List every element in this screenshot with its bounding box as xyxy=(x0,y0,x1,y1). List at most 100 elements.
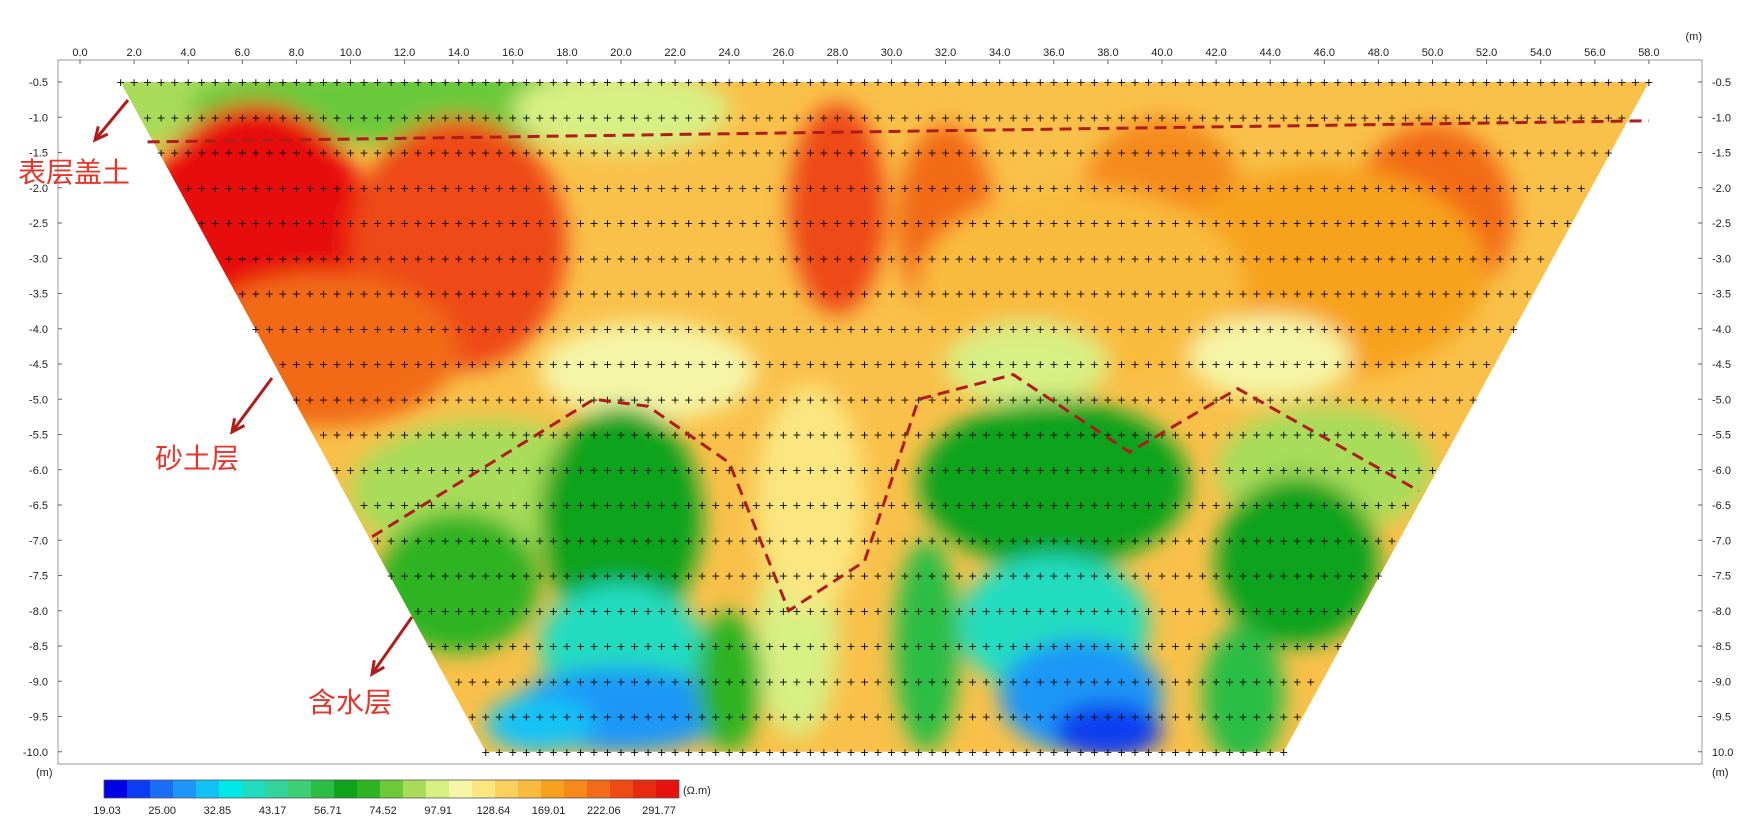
electrode-marker: + xyxy=(1387,323,1396,336)
electrode-marker: + xyxy=(725,499,734,512)
electrode-marker: + xyxy=(170,111,179,124)
electrode-marker: + xyxy=(549,429,558,442)
electrode-marker: + xyxy=(779,217,788,230)
electrode-marker: + xyxy=(1022,711,1031,724)
electrode-marker: + xyxy=(414,323,423,336)
electrode-marker: + xyxy=(941,499,950,512)
electrode-marker: + xyxy=(616,605,625,618)
electrode-marker: + xyxy=(711,711,720,724)
electrode-marker: + xyxy=(779,499,788,512)
electrode-marker: + xyxy=(914,76,923,89)
label-sandy-soil: 砂土层 xyxy=(155,442,239,475)
x-tick-label: 26.0 xyxy=(773,47,794,59)
electrode-marker: + xyxy=(1076,76,1085,89)
electrode-marker: + xyxy=(562,640,571,653)
electrode-marker: + xyxy=(670,111,679,124)
electrode-marker: + xyxy=(224,252,233,265)
electrode-marker: + xyxy=(522,675,531,688)
electrode-marker: + xyxy=(197,76,206,89)
electrode-marker: + xyxy=(251,217,260,230)
electrode-marker: + xyxy=(603,605,612,618)
electrode-marker: + xyxy=(576,252,585,265)
electrode-marker: + xyxy=(1266,605,1275,618)
electrode-marker: + xyxy=(1022,182,1031,195)
electrode-marker: + xyxy=(1117,675,1126,688)
electrode-marker: + xyxy=(725,323,734,336)
electrode-marker: + xyxy=(1374,570,1383,583)
electrode-marker: + xyxy=(725,605,734,618)
electrode-marker: + xyxy=(914,711,923,724)
electrode-marker: + xyxy=(522,252,531,265)
electrode-marker: + xyxy=(1103,464,1112,477)
electrode-marker: + xyxy=(1293,217,1302,230)
electrode-marker: + xyxy=(616,393,625,406)
electrode-marker: + xyxy=(995,288,1004,301)
electrode-marker: + xyxy=(630,464,639,477)
electrode-marker: + xyxy=(657,182,666,195)
electrode-marker: + xyxy=(1509,147,1518,160)
electrode-marker: + xyxy=(711,640,720,653)
electrode-marker: + xyxy=(1090,252,1099,265)
electrode-marker: + xyxy=(995,393,1004,406)
electrode-marker: + xyxy=(1333,358,1342,371)
electrode-marker: + xyxy=(1496,76,1505,89)
colorbar-label: 25.00 xyxy=(148,805,176,817)
electrode-marker: + xyxy=(1293,358,1302,371)
electrode-marker: + xyxy=(184,111,193,124)
electrode-marker: + xyxy=(603,534,612,547)
electrode-marker: + xyxy=(752,570,761,583)
electrode-marker: + xyxy=(630,499,639,512)
electrode-marker: + xyxy=(1523,217,1532,230)
electrode-marker: + xyxy=(779,288,788,301)
electrode-marker: + xyxy=(562,393,571,406)
electrode-marker: + xyxy=(603,182,612,195)
electrode-marker: + xyxy=(1468,288,1477,301)
electrode-marker: + xyxy=(1103,746,1112,759)
electrode-marker: + xyxy=(711,499,720,512)
electrode-marker: + xyxy=(495,76,504,89)
electrode-marker: + xyxy=(1130,147,1139,160)
electrode-marker: + xyxy=(1211,358,1220,371)
electrode-marker: + xyxy=(738,429,747,442)
electrode-marker: + xyxy=(900,182,909,195)
electrode-marker: + xyxy=(400,323,409,336)
y-tick-label-right: -4.0 xyxy=(1712,324,1731,336)
electrode-marker: + xyxy=(1550,111,1559,124)
x-tick-label: 38.0 xyxy=(1097,47,1118,59)
electrode-marker: + xyxy=(725,288,734,301)
electrode-marker: + xyxy=(1239,111,1248,124)
y-tick-label-right: 10.0 xyxy=(1712,747,1733,759)
electrode-marker: + xyxy=(833,429,842,442)
electrode-marker: + xyxy=(765,76,774,89)
electrode-marker: + xyxy=(684,393,693,406)
electrode-marker: + xyxy=(1320,605,1329,618)
electrode-marker: + xyxy=(630,252,639,265)
electrode-marker: + xyxy=(1239,323,1248,336)
electrode-marker: + xyxy=(332,464,341,477)
electrode-marker: + xyxy=(535,217,544,230)
electrode-marker: + xyxy=(1563,76,1572,89)
electrode-marker: + xyxy=(508,429,517,442)
electrode-marker: + xyxy=(278,76,287,89)
electrode-marker: + xyxy=(386,464,395,477)
electrode-marker: + xyxy=(819,605,828,618)
electrode-marker: + xyxy=(400,358,409,371)
electrode-marker: + xyxy=(1306,288,1315,301)
electrode-marker: + xyxy=(968,605,977,618)
electrode-marker: + xyxy=(1103,147,1112,160)
electrode-marker: + xyxy=(1117,464,1126,477)
electrode-marker: + xyxy=(427,464,436,477)
electrode-marker: + xyxy=(846,429,855,442)
colorbar-legend: (Ω.m)19.03 25.00 32.85 43.17 56.71 74.52 97.91… xyxy=(93,779,711,817)
electrode-marker: + xyxy=(1090,393,1099,406)
electrode-marker: + xyxy=(670,711,679,724)
electrode-marker: + xyxy=(860,323,869,336)
electrode-marker: + xyxy=(1211,393,1220,406)
electrode-marker: + xyxy=(982,675,991,688)
electrode-marker: + xyxy=(468,252,477,265)
electrode-marker: + xyxy=(982,711,991,724)
electrode-marker: + xyxy=(454,429,463,442)
electrode-marker: + xyxy=(332,217,341,230)
electrode-marker: + xyxy=(1225,147,1234,160)
electrode-marker: + xyxy=(1333,464,1342,477)
